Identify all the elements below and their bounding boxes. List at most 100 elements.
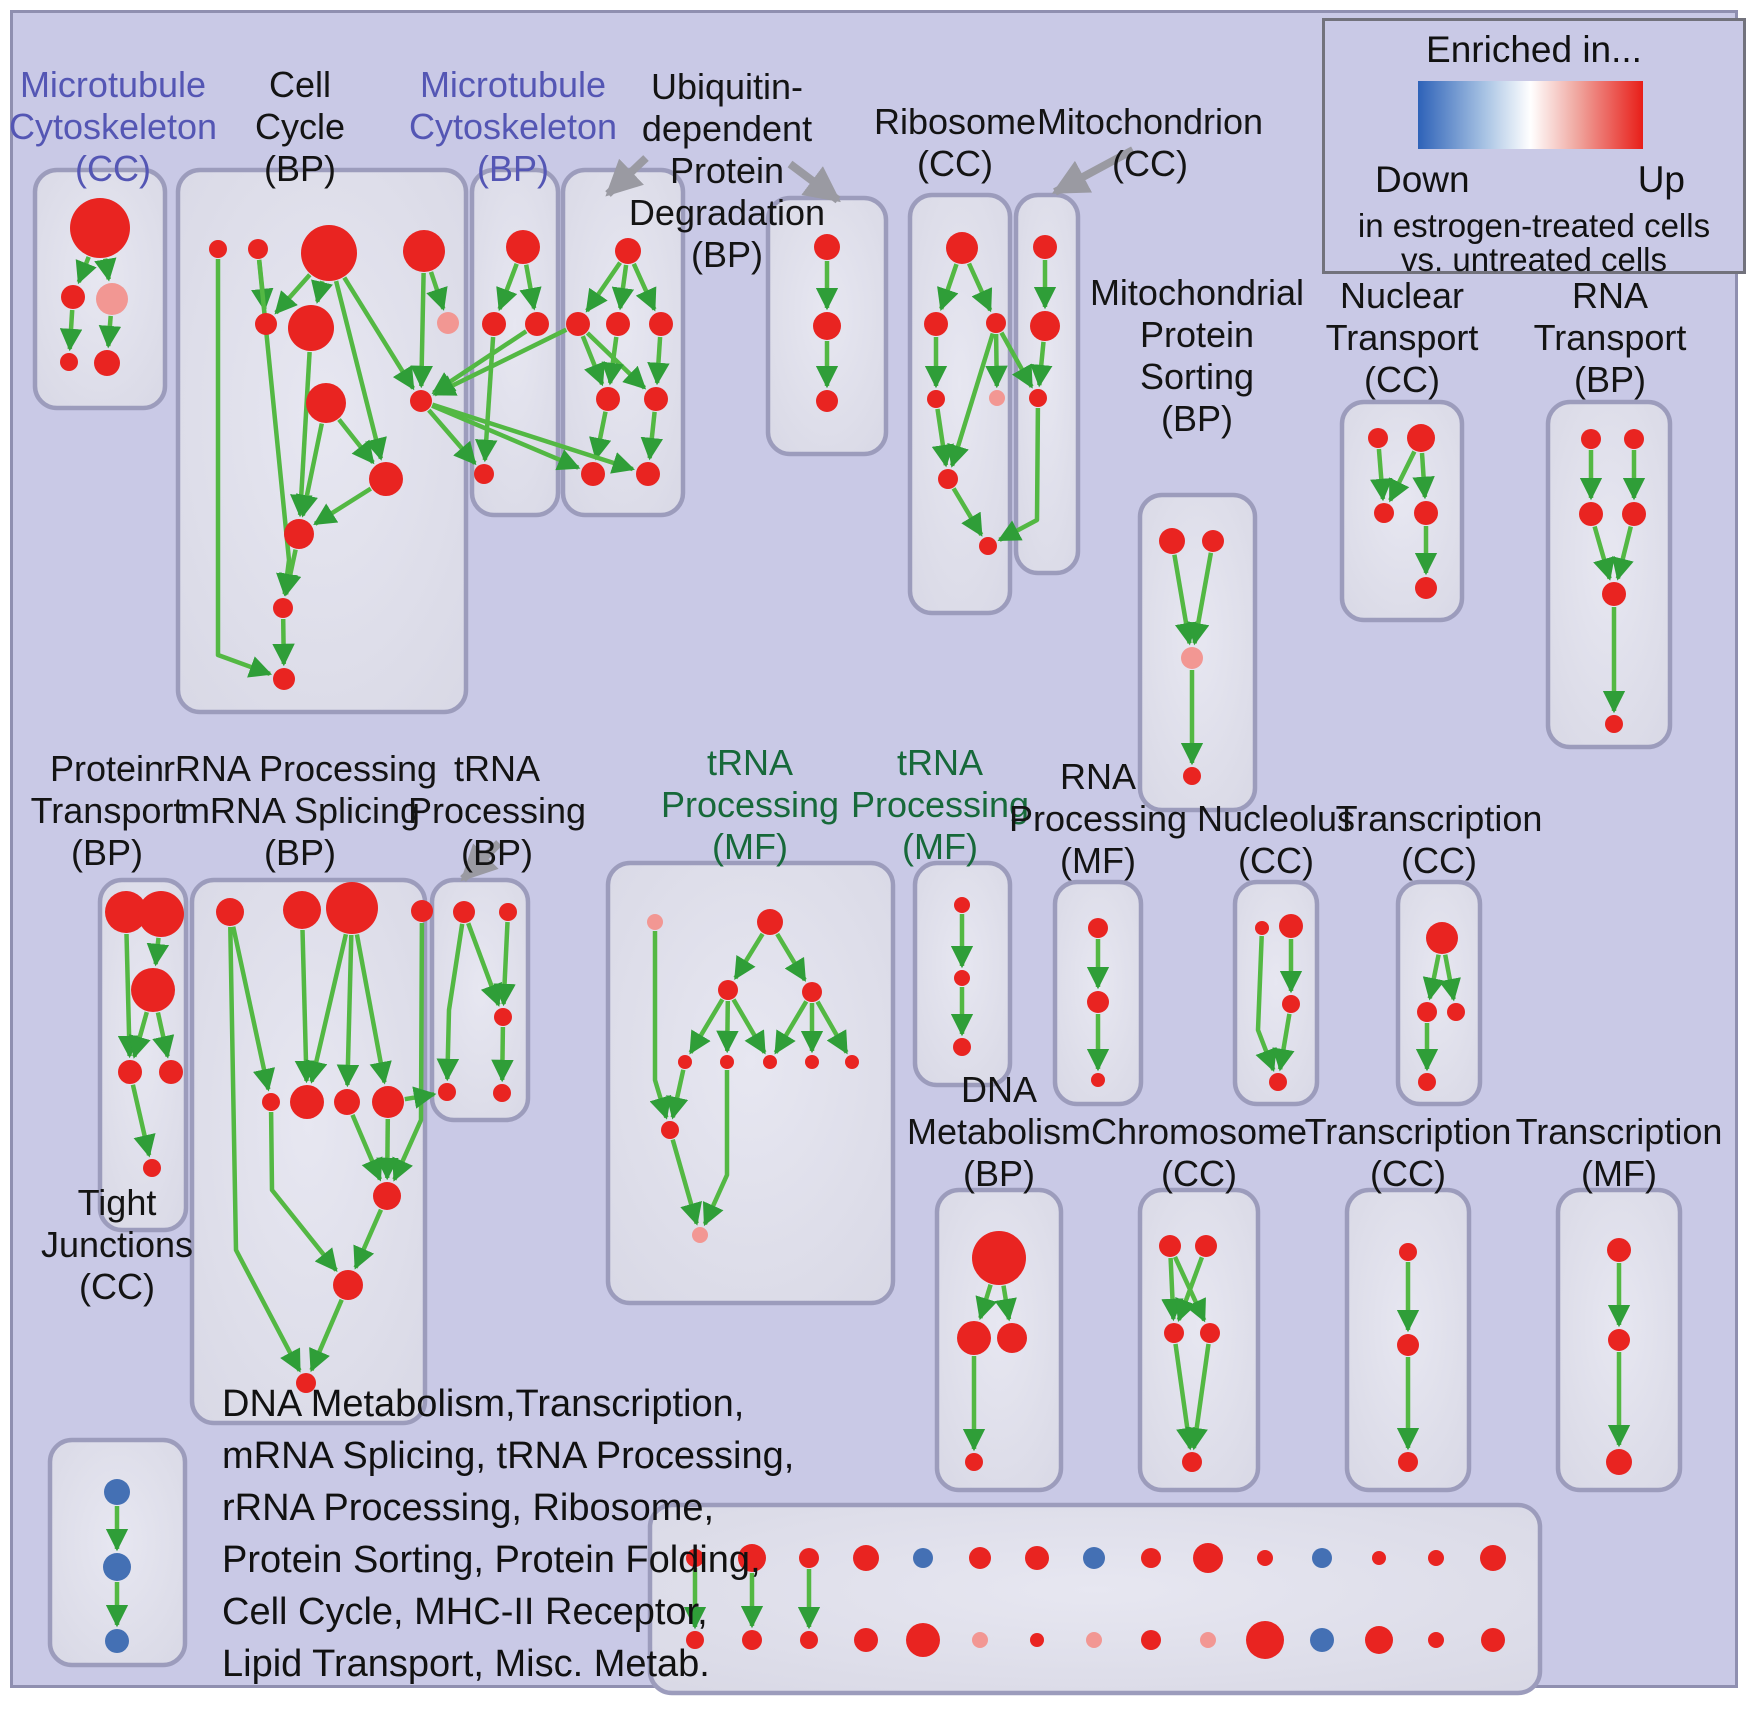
go-term-node-cell-cycle-k [284, 519, 314, 549]
edge-protein-transport [130, 1084, 156, 1158]
go-term-node-ubiquitin-1-m2 [606, 312, 630, 336]
go-term-node-nucleolus-w3 [1282, 995, 1300, 1013]
go-term-node-ubiquitin-1-b1 [581, 462, 605, 486]
edge-ubiquitin-1 [580, 335, 605, 387]
cluster-label-line: Processing [850, 784, 1030, 825]
go-term-node-microtubule-cc-d [60, 353, 78, 371]
go-term-node-tight-junctions-tj3 [105, 1629, 129, 1653]
cluster-label-line: Cell [268, 64, 331, 105]
cluster-box-transcription-cc-a [1395, 879, 1483, 1107]
cluster-label-line: Microtubule [19, 64, 207, 105]
edge-trna-bp [493, 921, 516, 1007]
go-term-node-misc-mt6 [969, 1547, 991, 1569]
cluster-label-line: (MF) [902, 826, 978, 867]
go-term-node-ubiquitin-2-e3 [816, 390, 838, 412]
go-term-node-misc-mt4 [853, 1545, 879, 1571]
cluster-label-line: (MF) [1581, 1153, 1657, 1194]
go-term-node-ribosome-r6 [938, 469, 958, 489]
go-term-node-ubiquitin-2-e1 [814, 234, 840, 260]
edge-cell-cycle [272, 618, 295, 667]
go-term-node-tight-junctions-tj1 [104, 1479, 130, 1505]
cross-edge [999, 331, 1034, 389]
edge-nuclear-transport [1370, 448, 1393, 502]
cluster-label-line: (CC) [1238, 840, 1314, 881]
go-term-node-protein-transport-pt6 [143, 1159, 161, 1177]
edge-ubiquitin-1 [585, 261, 622, 313]
go-term-node-misc-mb5 [906, 1623, 940, 1657]
legend-downup-row: Down Up [1375, 159, 1685, 201]
cluster-label-line: Protein [49, 748, 165, 789]
go-term-node-microtubule-bp-t [506, 230, 540, 264]
go-term-node-tight-junctions-tj2 [103, 1553, 131, 1581]
edge-rrna-mrna [305, 933, 349, 1084]
go-term-node-misc-mt1 [686, 1549, 704, 1567]
go-term-node-microtubule-bp-l [482, 312, 506, 336]
cross-edge [431, 402, 635, 474]
edge-microtubule-cc [75, 256, 97, 285]
go-term-node-misc-mb2 [742, 1630, 762, 1650]
go-term-node-trna-mf-a-u9 [845, 1055, 859, 1069]
cluster-label-line: (CC) [79, 1266, 155, 1307]
go-term-node-mitochondrion-g1 [1033, 235, 1057, 259]
edge-nucleolus [1272, 1013, 1295, 1072]
edge-microtubule-cc [59, 309, 83, 352]
edge-ribosome [966, 262, 993, 313]
edge-microtubule-cc [94, 257, 117, 282]
edge-ubiquitin-1 [611, 264, 635, 311]
edge-trna-bp [436, 923, 465, 1082]
edge-rna-transport [1611, 526, 1634, 581]
go-term-node-trna-mf-a-u5 [678, 1055, 692, 1069]
cluster-label-line: (CC) [917, 143, 993, 184]
go-term-node-trna-bp-tb1 [453, 901, 475, 923]
go-term-node-microtubule-cc-b [61, 285, 85, 309]
go-term-node-misc-mt15 [1480, 1545, 1506, 1571]
go-term-node-trna-mf-a-u8 [805, 1055, 819, 1069]
edge-ubiquitin-1 [589, 411, 612, 461]
go-term-node-rrna-mrna-q2 [283, 891, 321, 929]
cluster-label-line: Chromosome [1090, 1111, 1308, 1152]
edge-rrna-mrna [353, 1208, 384, 1270]
go-term-node-transcription-cc-b-t3 [1398, 1452, 1418, 1472]
edge-cell-cycle [295, 423, 325, 518]
cluster-label-mito-sorting: Mitochondrial Protein Sorting (BP) [1090, 272, 1304, 440]
go-term-node-rrna-mrna-q10 [333, 1270, 363, 1300]
go-term-node-microtubule-cc-a [70, 198, 130, 258]
cluster-label-microtubule-bp: Microtubule Cytoskeleton (BP) [409, 64, 617, 190]
go-term-node-trna-mf-a-u10 [661, 1121, 679, 1139]
go-term-node-trna-mf-a-u3 [718, 980, 738, 1000]
cluster-label-line: Transport [1325, 317, 1479, 358]
go-term-node-ubiquitin-2-e2 [813, 312, 841, 340]
go-term-node-dna-metabolism-d4 [965, 1453, 983, 1471]
edge-rrna-mrna [376, 1118, 399, 1181]
edge-cell-cycle [337, 418, 375, 465]
go-term-node-chromosome-c2 [1195, 1235, 1217, 1257]
go-term-node-microtubule-cc-c [96, 283, 128, 315]
edge-chromosome [1161, 1257, 1184, 1322]
go-term-node-misc-mt9 [1141, 1548, 1161, 1568]
cluster-label-line: dependent [641, 108, 813, 149]
cluster-box-nuclear-transport [1339, 399, 1465, 623]
label-pointer-arrow-3 [460, 840, 502, 882]
cross-edge [431, 403, 581, 471]
go-term-node-cell-cycle-f [288, 305, 334, 351]
cluster-box-trna-mf-a [605, 860, 896, 1306]
cluster-label-line: (CC) [1401, 840, 1477, 881]
edge-ubiquitin-1 [631, 262, 657, 312]
go-term-node-transcription-cc-a-x1 [1426, 922, 1458, 954]
go-term-node-ribosome-r7 [979, 537, 997, 555]
legend-box: Enriched in... Down Up in estrogen-treat… [1322, 18, 1746, 278]
go-term-node-misc-mb1 [686, 1631, 704, 1649]
edge-ubiquitin-1 [585, 331, 647, 390]
cluster-label-ubiquitin-1: Ubiquitin-dependent Protein Degradation (BP… [629, 66, 825, 276]
edge-cell-cycle [279, 549, 302, 597]
go-term-node-chromosome-c5 [1182, 1452, 1202, 1472]
label-pointer-arrow-1 [787, 160, 841, 204]
go-term-node-transcription-cc-b-t1 [1399, 1243, 1417, 1261]
edge-ubiquitin-1 [647, 336, 670, 386]
cluster-label-line: Processing [660, 784, 840, 825]
cluster-label-transcription-cc-b: Transcription (CC) [1305, 1111, 1512, 1195]
cluster-label-line: RNA [1059, 756, 1136, 797]
cluster-label-line: Microtubule [419, 64, 607, 105]
go-term-node-protein-transport-pt2 [138, 891, 184, 937]
go-term-node-nuclear-transport-n3 [1374, 503, 1394, 523]
